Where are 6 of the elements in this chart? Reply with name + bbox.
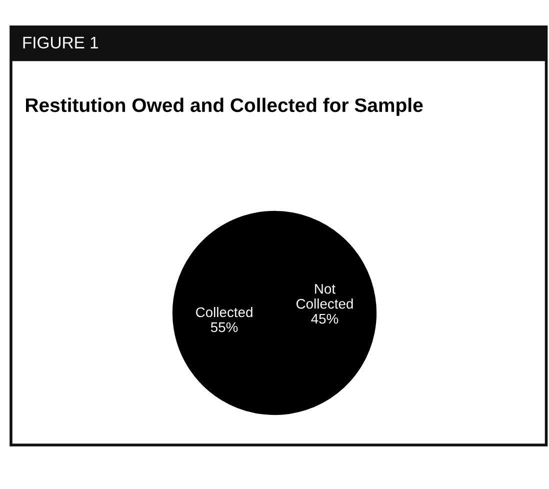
data-label: 45% bbox=[311, 314, 338, 324]
chart-title: Restitution Owed and Collected for Sample bbox=[26, 98, 423, 116]
slice-label: Not Collected bbox=[296, 284, 353, 309]
caption: FIGURE 1 bbox=[23, 36, 98, 48]
data-label: 55% bbox=[210, 322, 238, 332]
slice-label: Collected bbox=[196, 306, 252, 318]
